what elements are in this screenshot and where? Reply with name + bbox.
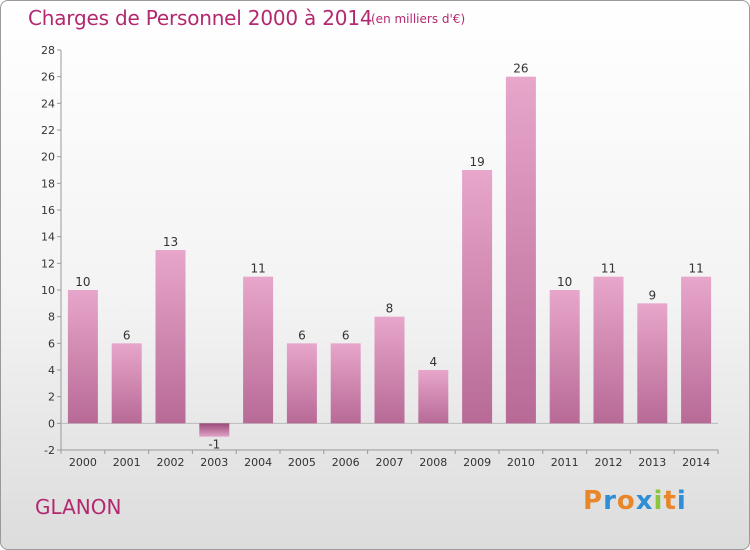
data-label-2001: 6 [123, 328, 131, 342]
x-tick-label-2007: 2007 [376, 456, 404, 469]
data-label-2009: 19 [469, 155, 484, 169]
logo-letter: x [635, 486, 654, 516]
data-label-2002: 13 [163, 235, 178, 249]
y-tick-label: 28 [41, 44, 55, 57]
y-tick-label: 4 [48, 364, 55, 377]
data-label-2006: 6 [342, 328, 350, 342]
bar-2007 [374, 316, 405, 424]
bar-2008 [418, 370, 449, 424]
bar-2010 [505, 76, 536, 424]
chart-data-labels: 10 6 13 -1 11 6 6 8 4 19 26 10 11 9 11 [75, 62, 703, 452]
bar-2011 [549, 290, 580, 424]
data-label-2013: 9 [648, 288, 656, 302]
data-label-2008: 4 [429, 355, 437, 369]
y-tick-label: 22 [41, 124, 55, 137]
data-label-2007: 8 [386, 302, 394, 316]
logo-letter: i [653, 486, 664, 516]
y-tick-label: 2 [48, 391, 55, 404]
data-label-2010: 26 [513, 62, 528, 76]
bar-2004 [243, 276, 274, 424]
data-label-2000: 10 [75, 275, 90, 289]
logo-letter: r [603, 486, 617, 516]
y-tick-label: 14 [41, 231, 55, 244]
logo-letter: t [663, 486, 677, 516]
x-tick-label-2013: 2013 [638, 456, 666, 469]
data-label-2005: 6 [298, 328, 306, 342]
y-tick-label: 20 [41, 151, 55, 164]
logo-letter: o [616, 486, 636, 516]
x-tick-label-2014: 2014 [682, 456, 710, 469]
y-tick-label: 6 [48, 337, 55, 350]
bar-2001 [111, 343, 142, 424]
x-tick-label-2009: 2009 [463, 456, 491, 469]
x-tick-label-2008: 2008 [419, 456, 447, 469]
x-tick-label-2001: 2001 [113, 456, 141, 469]
x-tick-label-2002: 2002 [157, 456, 185, 469]
x-tick-label-2004: 2004 [244, 456, 272, 469]
bar-2014 [681, 276, 712, 424]
bar-2002 [155, 250, 186, 424]
y-tick-label: 10 [41, 284, 55, 297]
y-tick-label: 18 [41, 177, 55, 190]
y-tick-label: 24 [41, 97, 55, 110]
commune-name: GLANON [35, 495, 122, 519]
data-label-2014: 11 [688, 262, 703, 276]
x-tick-label-2011: 2011 [551, 456, 579, 469]
y-tick-label: 16 [41, 204, 55, 217]
logo-letter: P [583, 486, 604, 516]
y-tick-label: 26 [41, 71, 55, 84]
chart-bars [67, 76, 712, 437]
x-tick-label-2005: 2005 [288, 456, 316, 469]
y-tick-label: 0 [48, 417, 55, 430]
bar-2006 [330, 343, 361, 424]
bar-2005 [286, 343, 317, 424]
proxiti-logo: Proxiti [583, 486, 687, 516]
y-tick-label: 8 [48, 311, 55, 324]
chart-title: Charges de Personnel 2000 à 2014 [28, 6, 373, 30]
y-tick-label: 12 [41, 257, 55, 270]
bar-2012 [593, 276, 624, 424]
bar-2003 [199, 423, 230, 437]
bar-2013 [637, 303, 668, 424]
x-tick-label-2003: 2003 [200, 456, 228, 469]
x-tick-label-2012: 2012 [595, 456, 623, 469]
x-tick-label-2010: 2010 [507, 456, 535, 469]
bar-2000 [67, 290, 98, 424]
data-label-2004: 11 [250, 262, 265, 276]
data-label-2012: 11 [601, 262, 616, 276]
x-tick-label-2006: 2006 [332, 456, 360, 469]
data-label-2011: 10 [557, 275, 572, 289]
bar-2009 [462, 170, 493, 424]
chart-subtitle: (en milliers d'€) [371, 12, 466, 26]
logo-letter: i [676, 486, 687, 516]
data-label-2003: -1 [208, 438, 220, 452]
x-tick-label-2000: 2000 [69, 456, 97, 469]
y-tick-label: -2 [44, 444, 55, 457]
